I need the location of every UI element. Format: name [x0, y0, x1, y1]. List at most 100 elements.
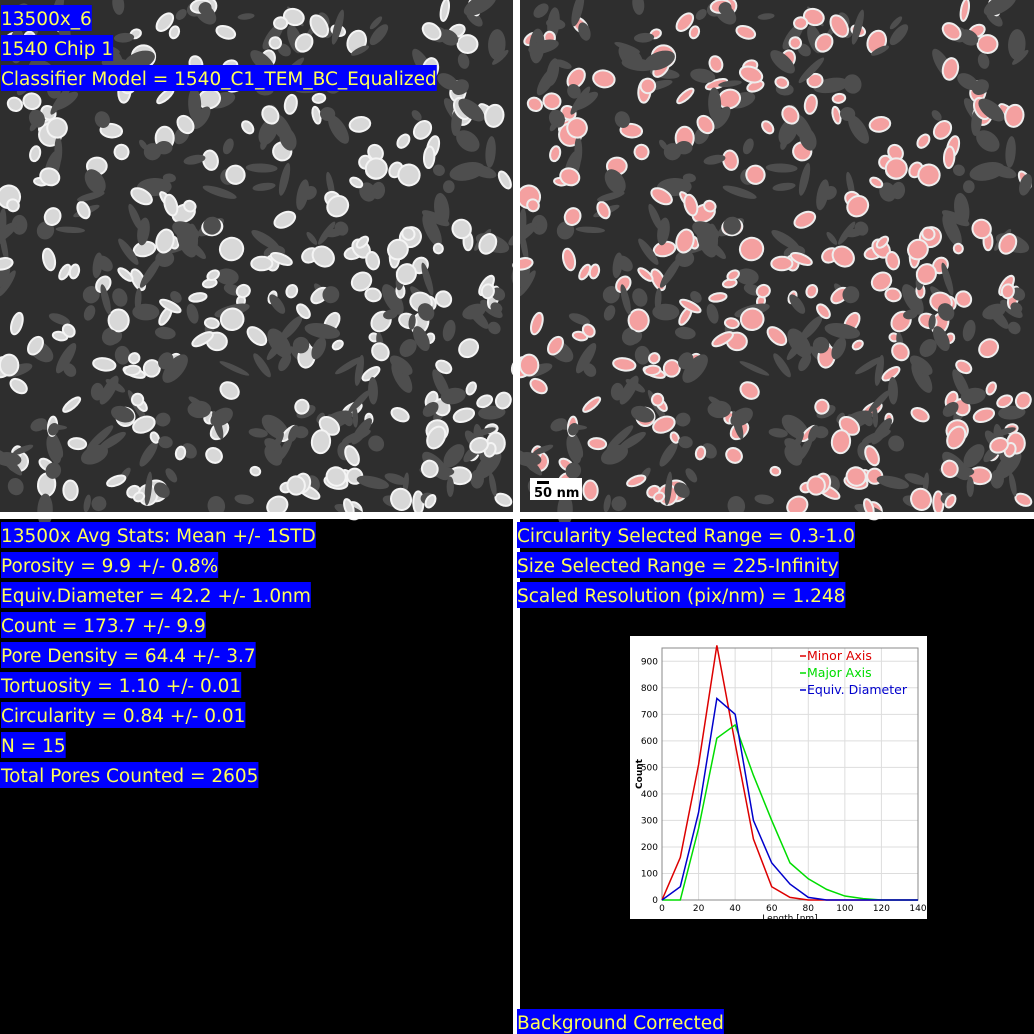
pore: [921, 226, 936, 241]
grain: [712, 106, 731, 130]
grain: [356, 475, 389, 490]
grain: [383, 309, 398, 320]
pore: [421, 22, 442, 41]
pore: [971, 218, 992, 240]
scale-bar: [537, 481, 549, 484]
pore: [688, 25, 701, 40]
grain: [237, 13, 255, 20]
pore: [174, 445, 187, 461]
grain: [440, 387, 466, 405]
grain: [871, 418, 892, 445]
grain: [475, 450, 502, 480]
pore: [542, 92, 562, 111]
pore: [311, 92, 327, 104]
grain: [82, 286, 100, 304]
pore: [805, 283, 819, 299]
grain: [234, 494, 254, 505]
pore: [915, 263, 937, 285]
grain: [352, 406, 359, 428]
pore: [43, 207, 62, 227]
pore: [648, 352, 661, 365]
grain: [768, 428, 788, 438]
pore: [0, 353, 20, 377]
grain: [611, 496, 627, 512]
grain: [517, 270, 536, 297]
legend-label: Equiv. Diameter: [807, 682, 908, 697]
grain: [824, 323, 861, 339]
grain: [143, 143, 162, 161]
grain: [155, 412, 171, 427]
grain: [556, 221, 575, 240]
grain: [757, 13, 775, 20]
pore: [650, 392, 665, 407]
pore: [694, 445, 707, 461]
grain: [862, 413, 873, 427]
grain: [568, 313, 591, 326]
pore: [907, 238, 929, 261]
grain: [568, 422, 580, 436]
pore: [529, 377, 548, 395]
label: Porosity = 9.9 +/- 0.8%: [1, 556, 218, 577]
grain: [457, 53, 470, 69]
grain: [311, 337, 327, 360]
grain: [139, 257, 161, 288]
grain: [659, 257, 681, 288]
pore: [494, 492, 513, 507]
grain: [765, 163, 798, 173]
grain: [570, 86, 591, 115]
grain: [707, 223, 719, 253]
grain: [175, 9, 187, 20]
pore: [996, 394, 1014, 409]
pore: [456, 34, 479, 54]
pore: [652, 415, 676, 434]
label: Tortuosity = 1.10 +/- 0.01: [0, 676, 241, 697]
legend-label: Major Axis: [807, 665, 872, 680]
pore: [814, 33, 834, 53]
pore: [643, 364, 662, 377]
grain: [488, 29, 506, 60]
pore: [829, 14, 850, 38]
grain: [953, 164, 965, 176]
grain: [101, 329, 119, 346]
grain: [682, 354, 708, 383]
pore: [679, 298, 702, 314]
pore: [891, 342, 910, 362]
grain: [772, 182, 796, 191]
label-bg: [1, 642, 256, 668]
grain: [29, 121, 38, 132]
pore: [669, 431, 680, 444]
grain: [245, 163, 278, 173]
grain: [574, 135, 583, 165]
pore: [869, 176, 884, 189]
pore: [439, 0, 451, 22]
grain: [889, 16, 903, 30]
grain: [549, 121, 558, 132]
grain: [603, 494, 611, 513]
pore: [246, 326, 268, 346]
grain: [963, 180, 975, 194]
pore: [703, 199, 717, 213]
pore: [917, 163, 941, 187]
grain: [144, 471, 153, 506]
pore: [132, 491, 146, 503]
pore: [364, 157, 388, 180]
grain: [773, 353, 791, 378]
pore: [662, 359, 681, 378]
grain: [433, 164, 445, 176]
grain: [421, 262, 434, 296]
pore: [989, 437, 1009, 454]
grain: [612, 252, 623, 279]
pore: [426, 425, 447, 450]
grain: [578, 22, 591, 41]
grain: [94, 111, 110, 128]
grain: [1019, 173, 1033, 196]
pore: [563, 207, 582, 227]
grain: [799, 127, 817, 151]
grain: [359, 182, 377, 202]
grain: [422, 213, 442, 247]
grain: [954, 192, 970, 226]
grain: [963, 444, 985, 468]
pore: [830, 429, 852, 455]
grain: [567, 83, 581, 99]
